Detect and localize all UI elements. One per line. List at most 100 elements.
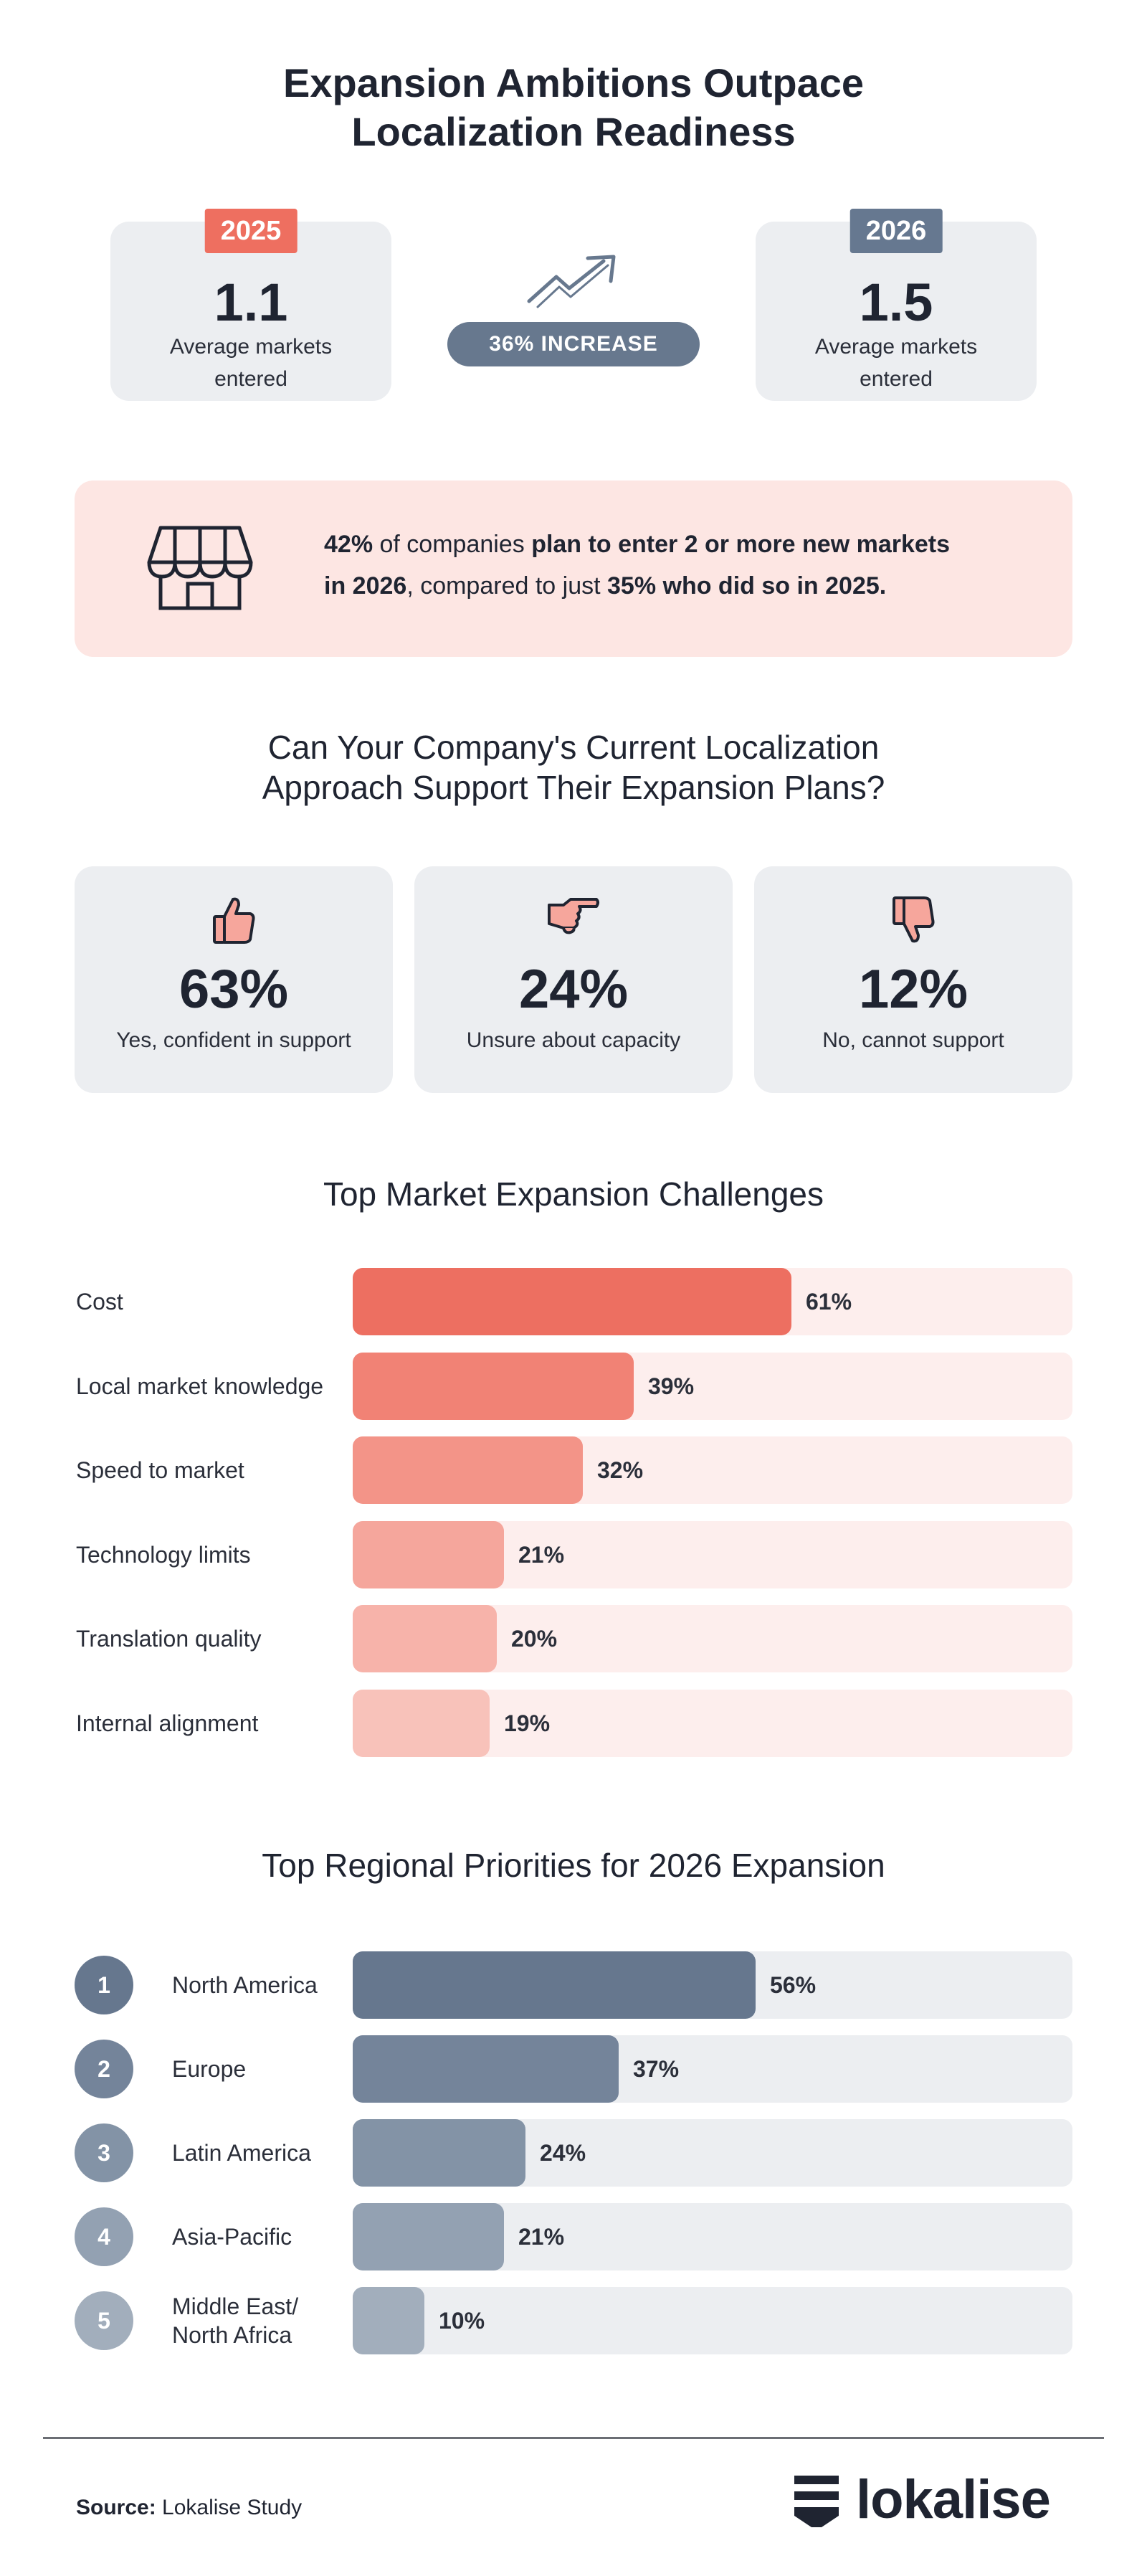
brand-name: lokalise [856, 2469, 1051, 2530]
page-title-line-2: Localization Readiness [351, 109, 796, 154]
bar-category-label: Europe [172, 2055, 246, 2083]
bar-value-label: 24% [540, 2140, 586, 2166]
bar-row: 3 Latin America 24% [0, 2119, 1147, 2187]
bar-value-label: 20% [511, 1626, 558, 1652]
bar-value-label: 32% [597, 1457, 644, 1484]
bar [353, 1951, 756, 2019]
rank-circle: 2 [75, 2040, 133, 2098]
sentiment-card-no: 12% No, cannot support [754, 866, 1072, 1093]
bar-row: 4 Asia-Pacific 21% [0, 2203, 1147, 2270]
stat-card-2026: 2026 1.5 Average markets entered [756, 209, 1037, 401]
bar-track: 24% [353, 2119, 1072, 2187]
bar [353, 1352, 634, 1420]
sentiment-label-unsure: Unsure about capacity [466, 1028, 681, 1052]
bar-category-label-line: Internal alignment [76, 1710, 259, 1736]
callout-text-1: of companies [373, 531, 532, 558]
bar-category-label: Translation quality [76, 1624, 262, 1653]
sentiment-card-yes: 63% Yes, confident in support [75, 866, 393, 1093]
callout-text-2: , compared to just [406, 572, 607, 600]
challenges-chart-title: Top Market Expansion Challenges [323, 1175, 824, 1213]
bar-category-label-line: Europe [172, 2056, 247, 2082]
page-title-line-1: Expansion Ambitions Outpace [282, 60, 865, 105]
callout-line-2: in 2026, compared to just 35% who did so… [324, 565, 1012, 607]
callout-line-1: 42% of companies plan to enter 2 or more… [324, 524, 1012, 565]
bar-row: 1 North America 56% [0, 1951, 1147, 2019]
sentiment-card-unsure: 24% Unsure about capacity [414, 866, 733, 1093]
bar-category-label: Cost [76, 1287, 123, 1316]
pointing-hand-icon [548, 898, 599, 934]
bar-track: 37% [353, 2035, 1072, 2103]
bar-category-label-line: North Africa [172, 2322, 292, 2348]
trend-up-arrow-icon [527, 255, 616, 308]
bar-category-label-line: North America [172, 1972, 318, 1998]
rank-circle: 1 [75, 1956, 133, 2014]
bar-track: 21% [353, 1520, 1072, 1588]
bar-category-label-line: Middle East/ [172, 2293, 299, 2319]
bar-category-label: North America [172, 1971, 318, 1999]
bar-track: 61% [353, 1268, 1072, 1335]
regions-chart-title: Top Regional Priorities for 2026 Expansi… [262, 1847, 885, 1884]
bar-category-label-line: Technology limits [76, 1541, 251, 1568]
bar-value-label: 10% [439, 2308, 485, 2334]
bar-row: Translation quality 20% [0, 1605, 1147, 1673]
bar-category-label: Technology limits [76, 1540, 251, 1569]
bar [353, 1520, 504, 1588]
sentiment-value-yes: 63% [179, 959, 289, 1020]
source-label: Source: [76, 2496, 156, 2519]
bar [353, 2035, 619, 2103]
storefront-icon [147, 526, 253, 610]
bar-row: Internal alignment 19% [0, 1690, 1147, 1757]
stat-label-2026-line-2: entered [860, 367, 933, 391]
bar-row: 2 Europe 37% [0, 2035, 1147, 2103]
bar-row: Technology limits 21% [0, 1520, 1147, 1588]
bar-track: 32% [353, 1436, 1072, 1505]
stat-label-2026-line-1: Average markets [814, 335, 978, 359]
bar-row: Cost 61% [0, 1268, 1147, 1335]
thumbs-up-icon [213, 897, 255, 944]
year-badge-2026: 2026 [849, 209, 943, 253]
source-value: Lokalise Study [156, 2496, 303, 2519]
bar-value-label: 19% [504, 1710, 551, 1736]
callout-text: 42% of companies plan to enter 2 or more… [324, 524, 1012, 607]
bar-value-label: 37% [633, 2056, 680, 2082]
year-badge-2025: 2025 [204, 209, 298, 253]
bar-value-label: 39% [648, 1373, 695, 1399]
rank-circle: 3 [75, 2123, 133, 2182]
bar-category-label-line: Latin America [172, 2140, 311, 2166]
bar-category-label: Local market knowledge [76, 1372, 323, 1401]
rank-circle: 5 [75, 2291, 133, 2350]
bar-category-label-line: Cost [76, 1289, 123, 1315]
callout-pct-42: 42% [324, 531, 373, 558]
question-title-line-1: Can Your Company's Current Localization [267, 729, 880, 766]
bar-row: Speed to market 32% [0, 1436, 1147, 1505]
bar [353, 2287, 424, 2354]
bar-category-label: Speed to market [76, 1456, 244, 1484]
sentiment-label-no: No, cannot support [822, 1028, 1004, 1052]
bar-track: 21% [353, 2203, 1072, 2270]
source-note: Source: Lokalise Study [76, 2496, 302, 2520]
brand-logo: lokalise [793, 2469, 1051, 2532]
bar-category-label-line: Local market knowledge [76, 1373, 324, 1399]
callout-plan-text: plan to enter 2 or more new markets [531, 531, 951, 558]
bar-track: 39% [353, 1352, 1072, 1420]
stat-value-2026: 1.5 [859, 273, 933, 332]
bar-category-label: Latin America [172, 2139, 311, 2167]
stat-label-2025-line-1: Average markets [169, 335, 333, 359]
bar [353, 1268, 791, 1335]
bar-track: 19% [353, 1690, 1072, 1757]
rank-circle: 4 [75, 2207, 133, 2266]
callout-year: in 2026 [324, 572, 407, 600]
bar [353, 1605, 497, 1673]
bar-value-label: 21% [518, 2224, 565, 2250]
bar-category-label-line: Translation quality [76, 1626, 262, 1652]
bar-row: 5 Middle East/North Africa 10% [0, 2287, 1147, 2354]
bar-category-label-line: Asia-Pacific [172, 2224, 292, 2250]
lokalise-logo-icon [794, 2476, 839, 2527]
sentiment-label-yes: Yes, confident in support [116, 1028, 351, 1052]
bar [353, 1436, 583, 1505]
increase-pill: 36% INCREASE [447, 322, 700, 366]
bar-category-label: Asia-Pacific [172, 2222, 292, 2251]
bar-category-label: Internal alignment [76, 1709, 258, 1738]
callout-pct-35: 35% who did so in 2025. [607, 572, 887, 600]
question-title-line-2: Approach Support Their Expansion Plans? [262, 769, 885, 806]
